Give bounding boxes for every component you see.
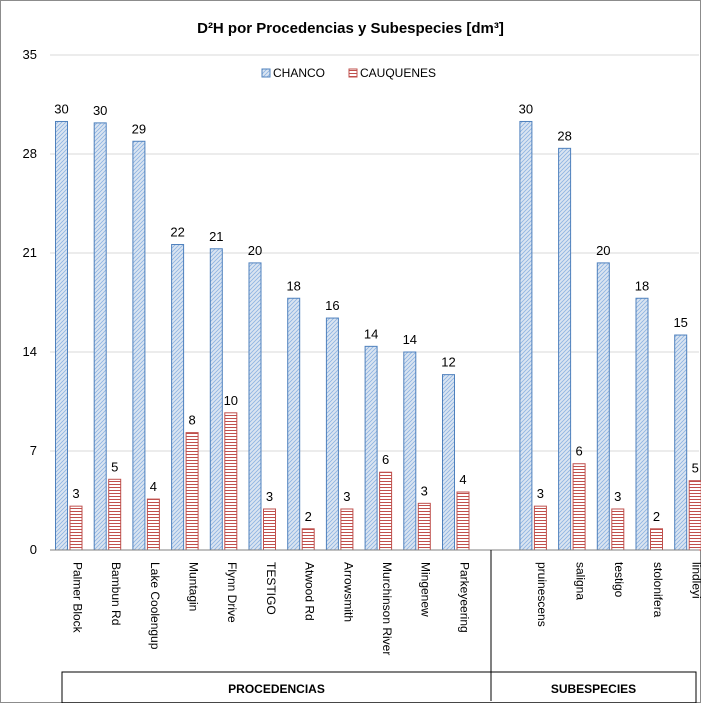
data-label-cauquenes: 2 bbox=[653, 509, 660, 524]
data-label-cauquenes: 4 bbox=[150, 479, 157, 494]
bar-cauquenes bbox=[572, 463, 586, 551]
data-label-cauquenes: 8 bbox=[188, 413, 195, 428]
data-label-cauquenes: 2 bbox=[305, 509, 312, 524]
y-tick-label: 28 bbox=[23, 146, 37, 161]
category-label: pruinescens bbox=[535, 562, 549, 627]
bar-cauquenes bbox=[224, 412, 238, 551]
bar-chanco bbox=[442, 374, 455, 551]
category-label: Bambun Rd bbox=[109, 562, 123, 625]
bar-cauquenes bbox=[456, 491, 470, 551]
bar-chanco bbox=[287, 297, 301, 551]
category-label: TESTIGO bbox=[264, 562, 278, 615]
category-label: Palmer Block bbox=[70, 562, 84, 634]
bar-chanco bbox=[171, 244, 185, 551]
bar-chanco bbox=[558, 147, 572, 551]
category-label: Arrowsmith bbox=[341, 562, 355, 622]
y-tick-label: 14 bbox=[23, 344, 37, 359]
bar-cauquenes bbox=[263, 508, 276, 551]
data-label-cauquenes: 4 bbox=[459, 472, 466, 487]
bar-cauquenes bbox=[650, 528, 663, 551]
bar-cauquenes bbox=[417, 502, 431, 551]
y-tick-label: 7 bbox=[30, 443, 37, 458]
category-label: Atwood Rd bbox=[303, 562, 317, 621]
y-tick-label: 0 bbox=[30, 542, 37, 557]
category-label: Murchinson River bbox=[380, 562, 394, 655]
data-label-cauquenes: 5 bbox=[692, 461, 699, 476]
data-label-chanco: 14 bbox=[364, 326, 378, 341]
data-label-chanco: 12 bbox=[441, 355, 455, 370]
bar-chanco bbox=[209, 248, 223, 551]
data-label-chanco: 18 bbox=[286, 278, 300, 293]
bar-cauquenes bbox=[69, 505, 83, 551]
bar-cauquenes bbox=[146, 498, 160, 551]
category-label: stolonifera bbox=[651, 562, 665, 618]
y-tick-label: 21 bbox=[23, 245, 37, 260]
data-label-chanco: 29 bbox=[132, 121, 146, 136]
bar-chanco bbox=[248, 262, 262, 551]
category-label: Parkeyeering bbox=[457, 562, 471, 633]
data-label-chanco: 21 bbox=[209, 229, 223, 244]
data-label-chanco: 22 bbox=[170, 225, 184, 240]
legend-chanco-label: CHANCO bbox=[273, 66, 325, 80]
bar-cauquenes bbox=[108, 478, 122, 551]
bar-chanco bbox=[364, 345, 378, 551]
bar-cauquenes bbox=[340, 508, 354, 551]
bar-chanco bbox=[635, 297, 649, 551]
bar-cauquenes bbox=[611, 508, 625, 551]
data-label-cauquenes: 3 bbox=[614, 489, 621, 504]
data-label-cauquenes: 5 bbox=[111, 459, 118, 474]
bar-chanco bbox=[674, 334, 688, 551]
chart-title: D²H por Procedencias y Subespecies [dm³] bbox=[197, 20, 504, 37]
data-label-cauquenes: 3 bbox=[343, 489, 350, 504]
data-label-chanco: 30 bbox=[54, 101, 68, 116]
category-label: testigo bbox=[612, 562, 626, 598]
data-label-chanco: 20 bbox=[596, 243, 610, 258]
bar-cauquenes bbox=[379, 471, 393, 551]
bar-chanco bbox=[596, 262, 610, 551]
bar-cauquenes bbox=[688, 480, 701, 551]
data-label-chanco: 28 bbox=[557, 128, 571, 143]
bar-chanco bbox=[55, 120, 68, 551]
legend-cauquenes-swatch bbox=[348, 68, 358, 78]
category-label: Mingenew bbox=[419, 562, 433, 617]
data-label-chanco: 15 bbox=[673, 315, 687, 330]
legend-cauquenes-label: CAUQUENES bbox=[360, 66, 436, 80]
bar-cauquenes bbox=[185, 432, 199, 551]
bar-chanco bbox=[519, 120, 533, 551]
bar-cauquenes bbox=[301, 528, 315, 551]
legend-chanco-swatch bbox=[261, 68, 271, 78]
group-label-box bbox=[61, 671, 697, 703]
data-label-chanco: 20 bbox=[248, 243, 262, 258]
category-label: Flynn Drive bbox=[225, 562, 239, 623]
y-tick-label: 35 bbox=[23, 47, 37, 62]
category-label: lindleyi bbox=[690, 562, 701, 599]
data-label-cauquenes: 6 bbox=[575, 444, 582, 459]
category-label: Muntagin bbox=[186, 562, 200, 611]
data-label-chanco: 30 bbox=[519, 101, 533, 116]
data-label-cauquenes: 3 bbox=[421, 483, 428, 498]
data-label-chanco: 16 bbox=[325, 298, 339, 313]
data-label-cauquenes: 3 bbox=[266, 489, 273, 504]
category-label: saligna bbox=[573, 562, 587, 600]
data-label-chanco: 14 bbox=[403, 332, 417, 347]
bar-chanco bbox=[132, 140, 146, 551]
data-label-cauquenes: 6 bbox=[382, 452, 389, 467]
bar-cauquenes bbox=[533, 505, 547, 551]
bar-chanco bbox=[93, 122, 107, 551]
category-label: Lake Coolengup bbox=[148, 562, 162, 650]
data-label-cauquenes: 10 bbox=[224, 393, 238, 408]
bar-chanco bbox=[325, 317, 339, 551]
group-label-subespecies: SUBESPECIES bbox=[551, 682, 636, 696]
data-label-chanco: 18 bbox=[635, 278, 649, 293]
group-label-procedencias: PROCEDENCIAS bbox=[228, 682, 325, 696]
data-label-chanco: 30 bbox=[93, 103, 107, 118]
bar-chanco bbox=[403, 351, 417, 551]
data-label-cauquenes: 3 bbox=[537, 486, 544, 501]
data-label-cauquenes: 3 bbox=[72, 486, 79, 501]
